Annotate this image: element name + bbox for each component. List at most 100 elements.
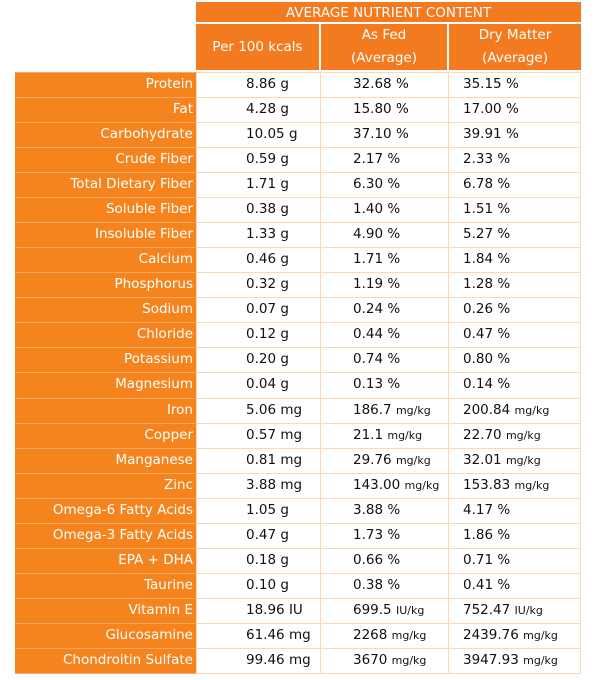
table-row: Manganese 0.81 mg 29.76 mg/kg 32.01 mg/kg: [15, 448, 581, 473]
table-row: Calcium 0.46 g 1.71 % 1.84 %: [15, 247, 581, 272]
nutrient-label: Fat: [172, 101, 193, 117]
drymatter-value-unit: %: [497, 527, 511, 543]
grid-hline: [196, 523, 581, 524]
asfed-value-number: 21.1: [353, 427, 384, 443]
drymatter-value: 0.41 %: [463, 573, 591, 598]
nutrient-label: Insoluble Fiber: [94, 226, 193, 242]
grid-hline: [196, 398, 581, 399]
label-separator: [15, 222, 196, 223]
per100-value: 18.96 IU: [246, 602, 303, 618]
asfed-value-number: 1.71: [353, 251, 384, 267]
per100-value: 0.07 g: [246, 301, 289, 317]
grid-hline: [196, 673, 581, 674]
asfed-value-number: 1.40: [353, 201, 384, 217]
drymatter-value: 39.91 %: [463, 122, 591, 147]
nutrient-label: Chondroitin Sulfate: [62, 652, 193, 668]
drymatter-value: 0.71 %: [463, 548, 591, 573]
asfed-value: 1.71 %: [353, 247, 453, 272]
drymatter-value: 200.84 mg/kg: [463, 398, 591, 423]
label-separator: [15, 423, 196, 424]
per100-value: 0.10 g: [246, 577, 289, 593]
asfed-value: 0.38 %: [353, 573, 453, 598]
col-header-drymatter: Dry Matter (Average): [449, 24, 581, 70]
label-separator: [15, 598, 196, 599]
drymatter-value-number: 35.15: [463, 76, 502, 92]
nutrient-label: Omega-6 Fatty Acids: [52, 502, 193, 518]
nutrient-label: Total Dietary Fiber: [70, 176, 193, 192]
grid-hline: [196, 122, 581, 123]
drymatter-value-unit: mg/kg: [505, 454, 541, 467]
asfed-value-unit: %: [387, 527, 401, 543]
drymatter-value: 22.70 mg/kg: [463, 423, 591, 448]
drymatter-value-unit: mg/kg: [505, 429, 541, 442]
asfed-value-number: 1.73: [353, 527, 384, 543]
asfed-value-number: 0.44: [353, 326, 384, 342]
nutrient-label: Manganese: [115, 452, 193, 468]
drymatter-value-unit: %: [497, 251, 511, 267]
asfed-value: 1.19 %: [353, 272, 453, 297]
table-row: Total Dietary Fiber 1.71 g 6.30 % 6.78 %: [15, 172, 581, 197]
drymatter-value: 1.86 %: [463, 523, 591, 548]
label-separator: [15, 347, 196, 348]
asfed-value-number: 2.17: [353, 151, 384, 167]
asfed-value-number: 15.80: [353, 101, 392, 117]
col-header-per100: Per 100 kcals: [196, 24, 319, 70]
drymatter-value-number: 0.47: [463, 326, 494, 342]
grid-hline: [196, 197, 581, 198]
table-row: Sodium 0.07 g 0.24 % 0.26 %: [15, 297, 581, 322]
asfed-value-unit: %: [387, 502, 401, 518]
label-separator: [15, 623, 196, 624]
drymatter-value-unit: %: [497, 376, 511, 392]
drymatter-value-number: 0.80: [463, 351, 494, 367]
table-row: Zinc 3.88 mg 143.00 mg/kg 153.83 mg/kg: [15, 473, 581, 498]
asfed-value-unit: mg/kg: [391, 654, 427, 667]
label-separator: [15, 322, 196, 323]
table-row: Crude Fiber 0.59 g 2.17 % 2.33 %: [15, 147, 581, 172]
asfed-value-unit: %: [387, 251, 401, 267]
asfed-value: 6.30 %: [353, 172, 453, 197]
per100-value: 0.18 g: [246, 552, 289, 568]
col-header-dm-line1: Dry Matter: [478, 27, 552, 43]
asfed-value: 0.24 %: [353, 297, 453, 322]
col-header-asfed-line2: (Average): [351, 50, 417, 66]
label-separator: [15, 172, 196, 173]
drymatter-value: 153.83 mg/kg: [463, 473, 591, 498]
label-separator: [15, 272, 196, 273]
asfed-value: 2.17 %: [353, 147, 453, 172]
asfed-value-number: 3670: [353, 652, 388, 668]
drymatter-value-number: 32.01: [463, 452, 502, 468]
drymatter-value-unit: mg/kg: [523, 629, 558, 642]
drymatter-value-unit: mg/kg: [514, 479, 550, 492]
asfed-value-unit: %: [387, 326, 401, 342]
asfed-value-number: 0.74: [353, 351, 384, 367]
col-header-dm-line2: (Average): [482, 50, 548, 66]
nutrient-label: Chloride: [136, 326, 193, 342]
table-row: Protein 8.86 g 32.68 % 35.15 %: [15, 72, 581, 97]
grid-hline: [196, 423, 581, 424]
nutrient-label: Glucosamine: [105, 627, 193, 643]
drymatter-value: 35.15 %: [463, 72, 591, 97]
asfed-value-unit: %: [387, 276, 401, 292]
drymatter-value-number: 4.17: [463, 502, 494, 518]
asfed-value-number: 32.68: [353, 76, 392, 92]
asfed-value-number: 0.38: [353, 577, 384, 593]
table-row: Copper 0.57 mg 21.1 mg/kg 22.70 mg/kg: [15, 423, 581, 448]
label-separator: [15, 473, 196, 474]
per100-value: 8.86 g: [246, 76, 289, 92]
grid-hline: [196, 97, 581, 98]
table-title: AVERAGE NUTRIENT CONTENT: [196, 2, 581, 24]
asfed-value-number: 6.30: [353, 176, 384, 192]
per100-value: 4.28 g: [246, 101, 289, 117]
grid-hline: [196, 172, 581, 173]
nutrient-label: EPA + DHA: [118, 552, 193, 568]
per100-value: 0.47 g: [246, 527, 289, 543]
nutrient-label: Zinc: [164, 477, 193, 493]
asfed-value-unit: %: [387, 351, 401, 367]
drymatter-value-unit: %: [497, 502, 511, 518]
drymatter-value-unit: %: [497, 201, 511, 217]
drymatter-value-number: 17.00: [463, 101, 502, 117]
nutrient-label: Protein: [145, 76, 193, 92]
asfed-value: 15.80 %: [353, 97, 453, 122]
per100-value: 1.33 g: [246, 226, 289, 242]
table-row: Chondroitin Sulfate 99.46 mg 3670 mg/kg 394…: [15, 648, 581, 673]
